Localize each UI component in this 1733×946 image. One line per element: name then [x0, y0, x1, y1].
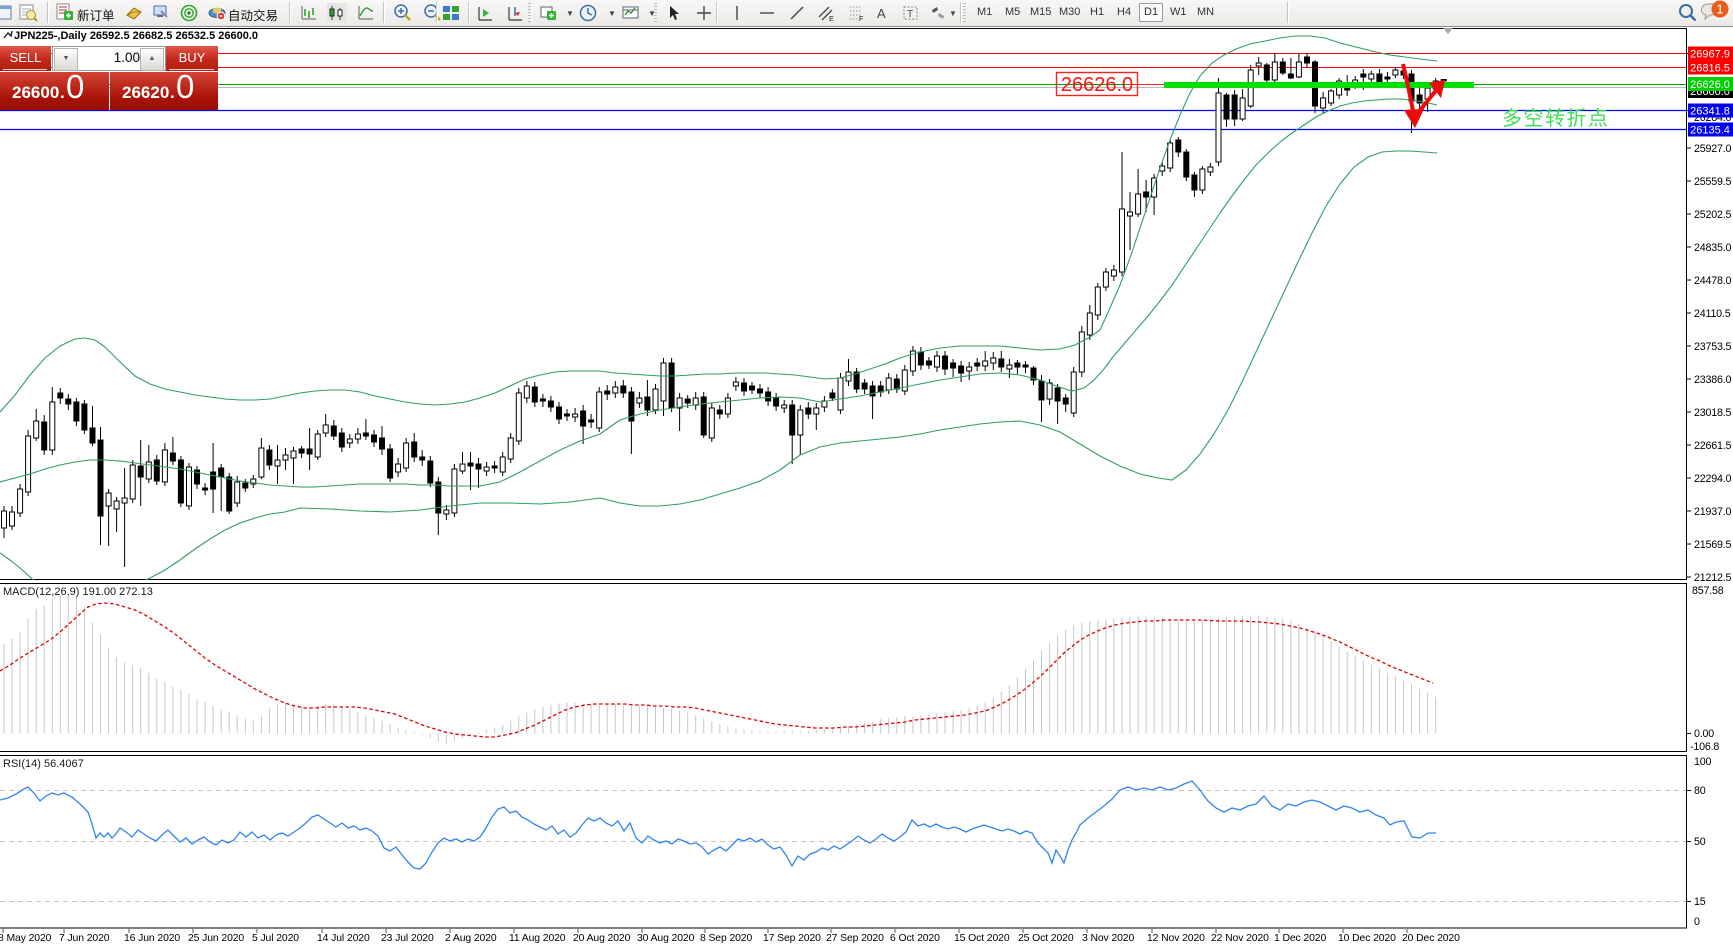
svg-text:50: 50	[1694, 836, 1706, 848]
svg-text:1 Dec 2020: 1 Dec 2020	[1274, 933, 1326, 944]
svg-text:14 Jul 2020: 14 Jul 2020	[317, 933, 370, 944]
svg-text:23018.5: 23018.5	[1694, 407, 1731, 419]
svg-text:20 Aug 2020: 20 Aug 2020	[573, 933, 631, 944]
svg-text:26341.8: 26341.8	[1690, 106, 1730, 118]
svg-text:MACD(12,26,9) 191.00 272.13: MACD(12,26,9) 191.00 272.13	[3, 586, 153, 598]
svg-text:26967.9: 26967.9	[1690, 49, 1730, 61]
svg-text:2 Aug 2020: 2 Aug 2020	[445, 933, 497, 944]
svg-text:5 Jul 2020: 5 Jul 2020	[252, 933, 299, 944]
svg-text:24478.0: 24478.0	[1694, 275, 1731, 287]
svg-text:8 May 2020: 8 May 2020	[0, 933, 52, 944]
svg-text:3 Nov 2020: 3 Nov 2020	[1082, 933, 1134, 944]
svg-text:0.00: 0.00	[1694, 728, 1714, 740]
svg-text:22661.5: 22661.5	[1694, 440, 1731, 452]
svg-text:6 Oct 2020: 6 Oct 2020	[890, 933, 940, 944]
svg-text:25 Oct 2020: 25 Oct 2020	[1018, 933, 1074, 944]
svg-text:23386.0: 23386.0	[1694, 374, 1731, 386]
svg-text:21212.5: 21212.5	[1694, 572, 1731, 584]
svg-text:23 Jul 2020: 23 Jul 2020	[381, 933, 434, 944]
svg-text:F: F	[859, 16, 863, 23]
svg-text:20 Dec 2020: 20 Dec 2020	[1402, 933, 1460, 944]
svg-text:25927.0: 25927.0	[1694, 143, 1731, 155]
svg-text:24835.0: 24835.0	[1694, 242, 1731, 254]
svg-text:10 Dec 2020: 10 Dec 2020	[1338, 933, 1396, 944]
svg-text:8 Sep 2020: 8 Sep 2020	[700, 933, 752, 944]
svg-text:RSI(14) 56.4067: RSI(14) 56.4067	[3, 758, 84, 770]
svg-text:E: E	[829, 16, 834, 23]
svg-text:1: 1	[1716, 2, 1723, 17]
svg-text:23753.5: 23753.5	[1694, 341, 1731, 353]
svg-text:26816.5: 26816.5	[1690, 63, 1730, 75]
svg-text:21937.0: 21937.0	[1694, 506, 1731, 518]
svg-text:26135.4: 26135.4	[1690, 125, 1730, 137]
svg-text:30 Aug 2020: 30 Aug 2020	[637, 933, 695, 944]
svg-text:7 Jun 2020: 7 Jun 2020	[59, 933, 110, 944]
svg-text:多空转折点: 多空转折点	[1502, 107, 1610, 130]
svg-text:100: 100	[1694, 756, 1711, 768]
svg-text:24110.5: 24110.5	[1694, 308, 1731, 320]
svg-text:26626.0: 26626.0	[1690, 79, 1730, 91]
svg-text:16 Jun 2020: 16 Jun 2020	[124, 933, 180, 944]
svg-text:22 Nov 2020: 22 Nov 2020	[1211, 933, 1269, 944]
svg-text:15: 15	[1694, 896, 1706, 908]
svg-text:857.58: 857.58	[1692, 585, 1724, 597]
svg-text:27 Sep 2020: 27 Sep 2020	[826, 933, 884, 944]
svg-text:0: 0	[1694, 916, 1700, 928]
svg-text:21569.5: 21569.5	[1694, 539, 1731, 551]
svg-text:T: T	[907, 9, 913, 20]
svg-text:25559.5: 25559.5	[1694, 176, 1731, 188]
svg-text:17 Sep 2020: 17 Sep 2020	[763, 933, 821, 944]
svg-text:A: A	[877, 6, 886, 21]
svg-text:-106.8: -106.8	[1690, 741, 1719, 753]
svg-text:26626.0: 26626.0	[1061, 74, 1133, 96]
svg-text:JPN225-,Daily 26592.5 26682.5: JPN225-,Daily 26592.5 26682.5 26532.5 26…	[14, 30, 258, 42]
svg-text:80: 80	[1694, 785, 1706, 797]
svg-text:12 Nov 2020: 12 Nov 2020	[1147, 933, 1205, 944]
svg-text:25 Jun 2020: 25 Jun 2020	[188, 933, 244, 944]
svg-text:22294.0: 22294.0	[1694, 473, 1731, 485]
svg-text:15 Oct 2020: 15 Oct 2020	[954, 933, 1010, 944]
svg-text:25202.5: 25202.5	[1694, 209, 1731, 221]
svg-text:11 Aug 2020: 11 Aug 2020	[509, 933, 566, 944]
